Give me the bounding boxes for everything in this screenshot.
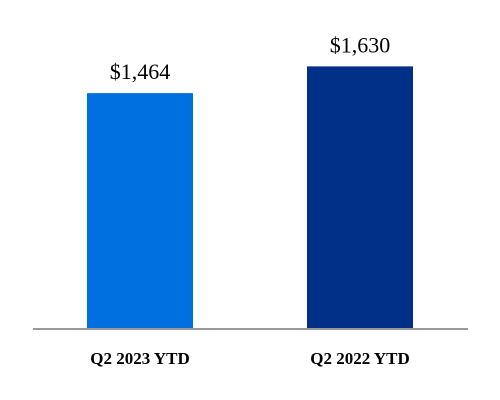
- x-tick-label-1: Q2 2023 YTD: [90, 349, 190, 368]
- bar-2: [307, 66, 413, 329]
- labels-layer: $1,464 Q2 2023 YTD $1,630 Q2 2022 YTD: [90, 32, 410, 368]
- data-label-1: $1,464: [110, 59, 171, 84]
- bar-1: [87, 93, 193, 329]
- data-label-2: $1,630: [330, 32, 391, 57]
- x-tick-label-2: Q2 2022 YTD: [310, 349, 410, 368]
- bars-layer: [87, 66, 413, 329]
